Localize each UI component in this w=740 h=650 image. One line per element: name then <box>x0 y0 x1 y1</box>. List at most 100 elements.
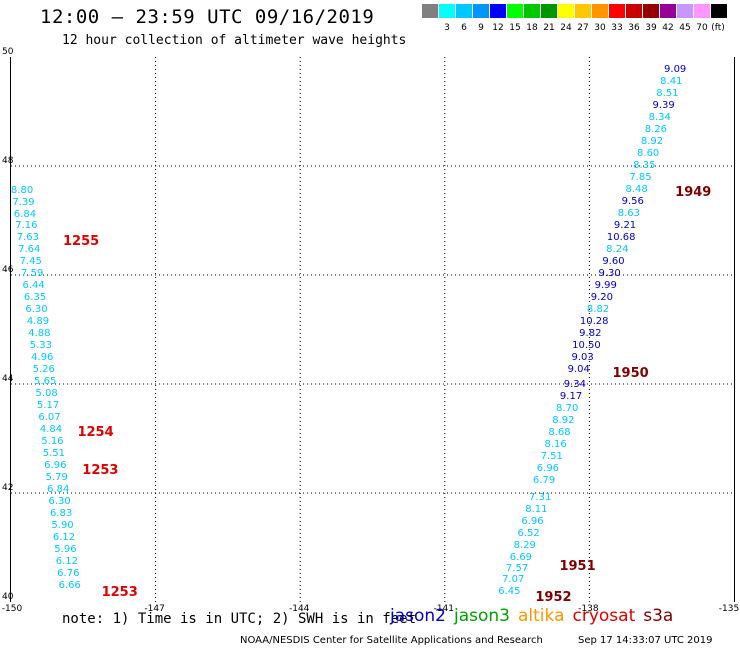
wave-height-value: 9.09 <box>664 64 687 76</box>
wave-height-value: 6.84 <box>47 484 70 496</box>
wave-height-value: 10.28 <box>579 315 609 327</box>
colorbar-tick-label: 33 <box>611 23 623 33</box>
lon-tick-label: -138 <box>578 604 599 614</box>
colorbar-swatch <box>711 4 727 18</box>
lon-tick-label: -141 <box>433 604 455 614</box>
pass-number-label: 1952 <box>535 589 572 605</box>
wave-height-value: 7.45 <box>19 256 42 268</box>
wave-height-value: 8.70 <box>556 403 579 415</box>
wave-height-value: 6.45 <box>498 586 521 598</box>
lon-tick-label: -150 <box>1 604 23 614</box>
colorbar-swatch <box>694 4 710 18</box>
colorbar-tick-label: 3 <box>444 23 450 33</box>
satellite-legend-entry: s3a <box>643 606 674 626</box>
wave-height-value: 7.39 <box>12 196 35 208</box>
colorbar-tick-label: 45 <box>679 23 691 33</box>
wave-height-value: 6.96 <box>536 463 560 475</box>
wave-height-value: 9.60 <box>602 255 625 267</box>
page-title: 12:00 – 23:59 UTC 09/16/2019 <box>40 6 375 28</box>
lon-tick-label: -144 <box>288 604 310 614</box>
wave-height-value: 8.82 <box>586 303 610 315</box>
wave-height-value: 6.52 <box>517 528 540 540</box>
wave-height-value: 8.92 <box>552 415 575 427</box>
wave-height-value: 4.96 <box>31 352 54 364</box>
wave-height-value: 9.82 <box>579 327 602 339</box>
wave-height-value: 4.88 <box>28 328 51 340</box>
colorbar-tick-label: 42 <box>662 23 674 33</box>
colorbar-swatch <box>609 4 625 18</box>
wave-height-value: 8.11 <box>525 504 548 516</box>
wave-height-value: 9.99 <box>594 279 617 291</box>
wave-height-value: 8.68 <box>548 427 571 439</box>
colorbar-swatch <box>507 4 523 18</box>
colorbar-tick-label: 39 <box>645 23 657 33</box>
colorbar-swatch <box>473 4 489 18</box>
wave-height-value: 9.04 <box>567 363 590 375</box>
wave-height-value: 8.26 <box>644 124 668 136</box>
colorbar-swatch <box>439 4 455 18</box>
colorbar-swatch <box>541 4 557 18</box>
satellite-legend-entry: jason3 <box>454 606 510 626</box>
wave-height-value: 10.50 <box>572 339 601 351</box>
colorbar-tick-label: 36 <box>628 23 640 33</box>
wave-height-value: 5.17 <box>36 400 60 412</box>
footer-credit: NOAA/NESDIS Center for Satellite Applica… <box>240 635 543 646</box>
wave-height-value: 8.41 <box>660 76 683 88</box>
wave-height-value: 5.33 <box>29 340 52 352</box>
wave-height-value: 6.76 <box>57 568 80 580</box>
wave-height-value: 6.30 <box>25 304 48 316</box>
wave-height-value: 6.07 <box>38 412 61 424</box>
page-subtitle: 12 hour collection of altimeter wave hei… <box>62 33 407 48</box>
wave-height-value: 5.65 <box>34 376 57 388</box>
wave-height-value: 8.51 <box>656 88 679 100</box>
lat-tick-label: 48 <box>2 156 14 166</box>
satellite-legend-entry: cryosat <box>572 606 636 626</box>
wave-height-value: 6.69 <box>509 552 533 564</box>
wave-height-value: 8.24 <box>606 243 629 255</box>
colorbar-swatch <box>677 4 693 18</box>
wave-height-value: 6.84 <box>13 208 37 220</box>
colorbar-swatch <box>643 4 659 18</box>
pass-number-label: 1951 <box>559 559 596 575</box>
lon-tick-label: -135 <box>718 604 740 614</box>
wave-height-value: 6.79 <box>532 475 556 486</box>
colorbar-swatch <box>558 4 574 18</box>
pass-number-label: 1253 <box>82 462 119 478</box>
wave-height-value: 4.84 <box>39 424 63 436</box>
wave-height-value: 9.34 <box>563 379 587 391</box>
wave-height-value: 8.35 <box>633 160 656 171</box>
wave-height-value: 5.16 <box>41 436 64 448</box>
wave-height-value: 7.63 <box>16 232 39 244</box>
colorbar-tick-label: 12 <box>492 23 504 33</box>
wave-height-value: 6.30 <box>48 496 71 508</box>
colorbar-swatch <box>456 4 472 18</box>
lat-tick-label: 44 <box>2 374 14 384</box>
wave-height-value: 6.83 <box>49 508 73 520</box>
colorbar-tick-label: 6 <box>461 23 467 33</box>
pass-number-label: 1950 <box>612 366 649 382</box>
wave-height-value: 9.20 <box>590 291 614 303</box>
wave-height-value: 9.56 <box>621 195 644 207</box>
colorbar-tick-label: 30 <box>594 23 606 33</box>
colorbar-swatch <box>575 4 591 18</box>
wave-height-value: 5.26 <box>32 364 55 376</box>
wave-height-value: 8.63 <box>617 207 641 219</box>
wave-height-value: 8.34 <box>648 112 671 124</box>
pass-number-label: 1255 <box>63 233 100 249</box>
wave-height-value: 7.59 <box>21 268 44 280</box>
wave-height-value: 6.96 <box>44 460 67 472</box>
lat-tick-label: 42 <box>2 483 14 493</box>
colorbar-tick-label: 18 <box>526 23 538 33</box>
lat-tick-label: 40 <box>2 592 14 602</box>
wave-height-value: 5.79 <box>45 472 68 484</box>
colorbar-tick-label: 24 <box>560 23 572 33</box>
colorbar-swatch <box>524 4 540 18</box>
footer-timestamp: Sep 17 14:33:07 UTC 2019 <box>578 635 713 646</box>
satellite-legend-entry: jason2 <box>390 606 446 626</box>
footer-note: note: 1) Time is in UTC; 2) SWH is in fe… <box>62 611 417 627</box>
wave-height-value: 9.17 <box>559 391 583 403</box>
wave-height-value: 8.16 <box>544 439 567 451</box>
lon-tick-label: -147 <box>144 604 165 614</box>
map-plot-area <box>10 57 735 602</box>
wave-height-value: 9.21 <box>613 219 637 231</box>
